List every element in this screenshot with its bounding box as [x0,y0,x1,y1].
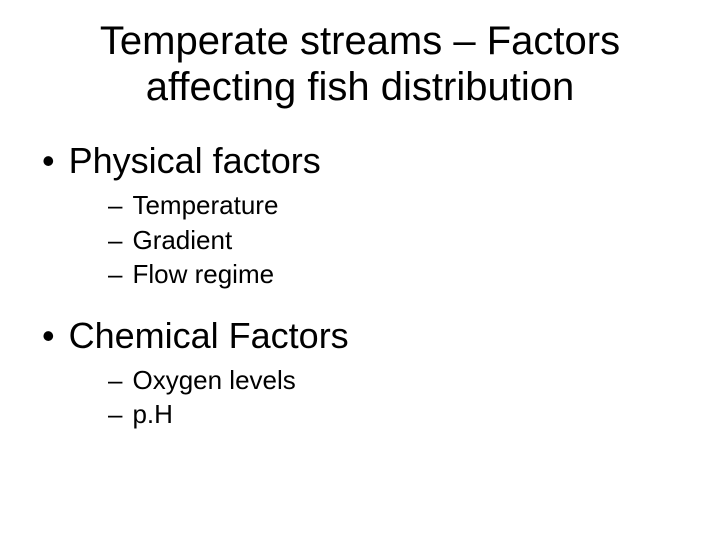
sublist-physical: – Temperature – Gradient – Flow regime [108,189,690,291]
sub-item-label: p.H [132,398,172,431]
sub-item-label: Temperature [132,189,278,222]
sub-item-label: Gradient [132,224,232,257]
bullet-icon: • [42,143,55,179]
dash-icon: – [108,190,122,221]
section-heading: Physical factors [69,138,321,183]
sublist-chemical: – Oxygen levels – p.H [108,364,690,431]
dash-icon: – [108,399,122,430]
dash-icon: – [108,365,122,396]
section-heading: Chemical Factors [69,313,349,358]
list-item: – Oxygen levels [108,364,690,397]
slide-title: Temperate streams – Factors affecting fi… [30,18,690,110]
list-item: – Gradient [108,224,690,257]
list-item: – Temperature [108,189,690,222]
sub-item-label: Oxygen levels [132,364,295,397]
section-physical: • Physical factors – Temperature – Gradi… [30,138,690,291]
list-item: • Physical factors [30,138,690,183]
list-item: • Chemical Factors [30,313,690,358]
section-chemical: • Chemical Factors – Oxygen levels – p.H [30,313,690,431]
list-item: – Flow regime [108,258,690,291]
dash-icon: – [108,259,122,290]
list-item: – p.H [108,398,690,431]
sub-item-label: Flow regime [132,258,274,291]
bullet-icon: • [42,318,55,354]
dash-icon: – [108,225,122,256]
